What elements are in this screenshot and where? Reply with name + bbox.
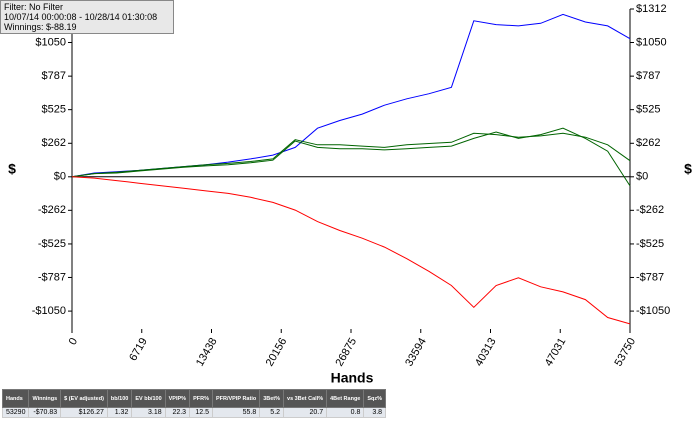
x-tick-label: 53750 [612,336,638,368]
filter-box: Filter: No Filter 10/07/14 00:00:08 - 10/… [0,0,174,34]
table-header: PFR/VPIP Ratio [211,389,261,408]
table-cell: 5.2 [259,407,285,418]
x-tick-label: 13438 [194,336,220,368]
table-header: EV bb/100 [131,389,166,408]
table-cell: -$70.83 [28,407,62,418]
series-line [71,13,631,178]
x-tick-label: 6719 [127,336,150,363]
table-header: 4Bet Range [326,389,365,408]
y-tick-label: -$787 [38,271,66,283]
x-tick-label: 0 [67,336,80,347]
x-tick-label: 26875 [333,336,359,368]
series-line [71,176,631,325]
table-header: $ (EV adjusted) [60,389,108,408]
x-tick-label: 33594 [403,336,429,368]
table-cell: 3.18 [131,407,166,418]
table-header: Sqz% [363,389,387,408]
y-tick-label: $787 [42,70,66,82]
table-cell: $126.27 [60,407,108,418]
y2-tick-label: $787 [636,70,660,82]
y-tick-label: $1050 [35,36,66,48]
y2-tick-label: $0 [636,171,648,183]
filter-line: Winnings: $-88.19 [4,22,77,32]
y2-tick-label: $262 [636,137,660,149]
table-header: vs 3Bet Call% [283,389,328,408]
y2-tick-label: -$525 [636,238,664,250]
series-line [71,132,631,178]
table-cell: 1.32 [106,407,133,418]
y2-axis-label: $ [684,161,692,177]
table-header: VPIP% [164,389,191,408]
table-cell: 22.3 [164,407,191,418]
y2-tick-label: -$787 [636,271,664,283]
table-cell: 55.8 [211,407,261,418]
table-header: Winnings [28,389,62,408]
table-cell: 12.5 [189,407,213,418]
y2-tick-label: $525 [636,104,660,116]
y-tick-label: $262 [42,137,66,149]
x-tick-label: 40313 [473,336,499,368]
y-axis-label: $ [8,161,16,177]
x-tick-label: 20156 [264,336,290,368]
y2-tick-label: -$262 [636,204,664,216]
y-tick-label: $525 [42,104,66,116]
table-cell: 20.7 [283,407,328,418]
table-header: PFR% [189,389,213,408]
stats-table: Hands Winnings $ (EV adjusted) bb/100 EV bb/… [1,389,387,418]
filter-line: Filter: No Filter [4,2,64,12]
table-header: Hands [1,389,30,408]
x-axis-label: Hands [331,370,374,386]
y-tick-label: -$1050 [32,305,66,317]
y-tick-label: -$262 [38,204,66,216]
x-tick-label: 47031 [543,336,569,368]
series-line [71,127,631,187]
y2-tick-label: $1050 [636,36,667,48]
table-header: bb/100 [106,389,133,408]
y-tick-label: $0 [54,171,66,183]
table-cell: 0.8 [326,407,365,418]
filter-line: 10/07/14 00:00:08 - 10/28/14 01:30:08 [4,12,158,22]
table-cell: 53290 [1,407,30,418]
y2-tick-label: -$1050 [636,305,670,317]
table-header: 3Bet% [259,389,285,408]
y2-tick-label: $1312 [636,3,667,15]
y-tick-label: -$525 [38,238,66,250]
table-cell: 3.8 [363,407,387,418]
